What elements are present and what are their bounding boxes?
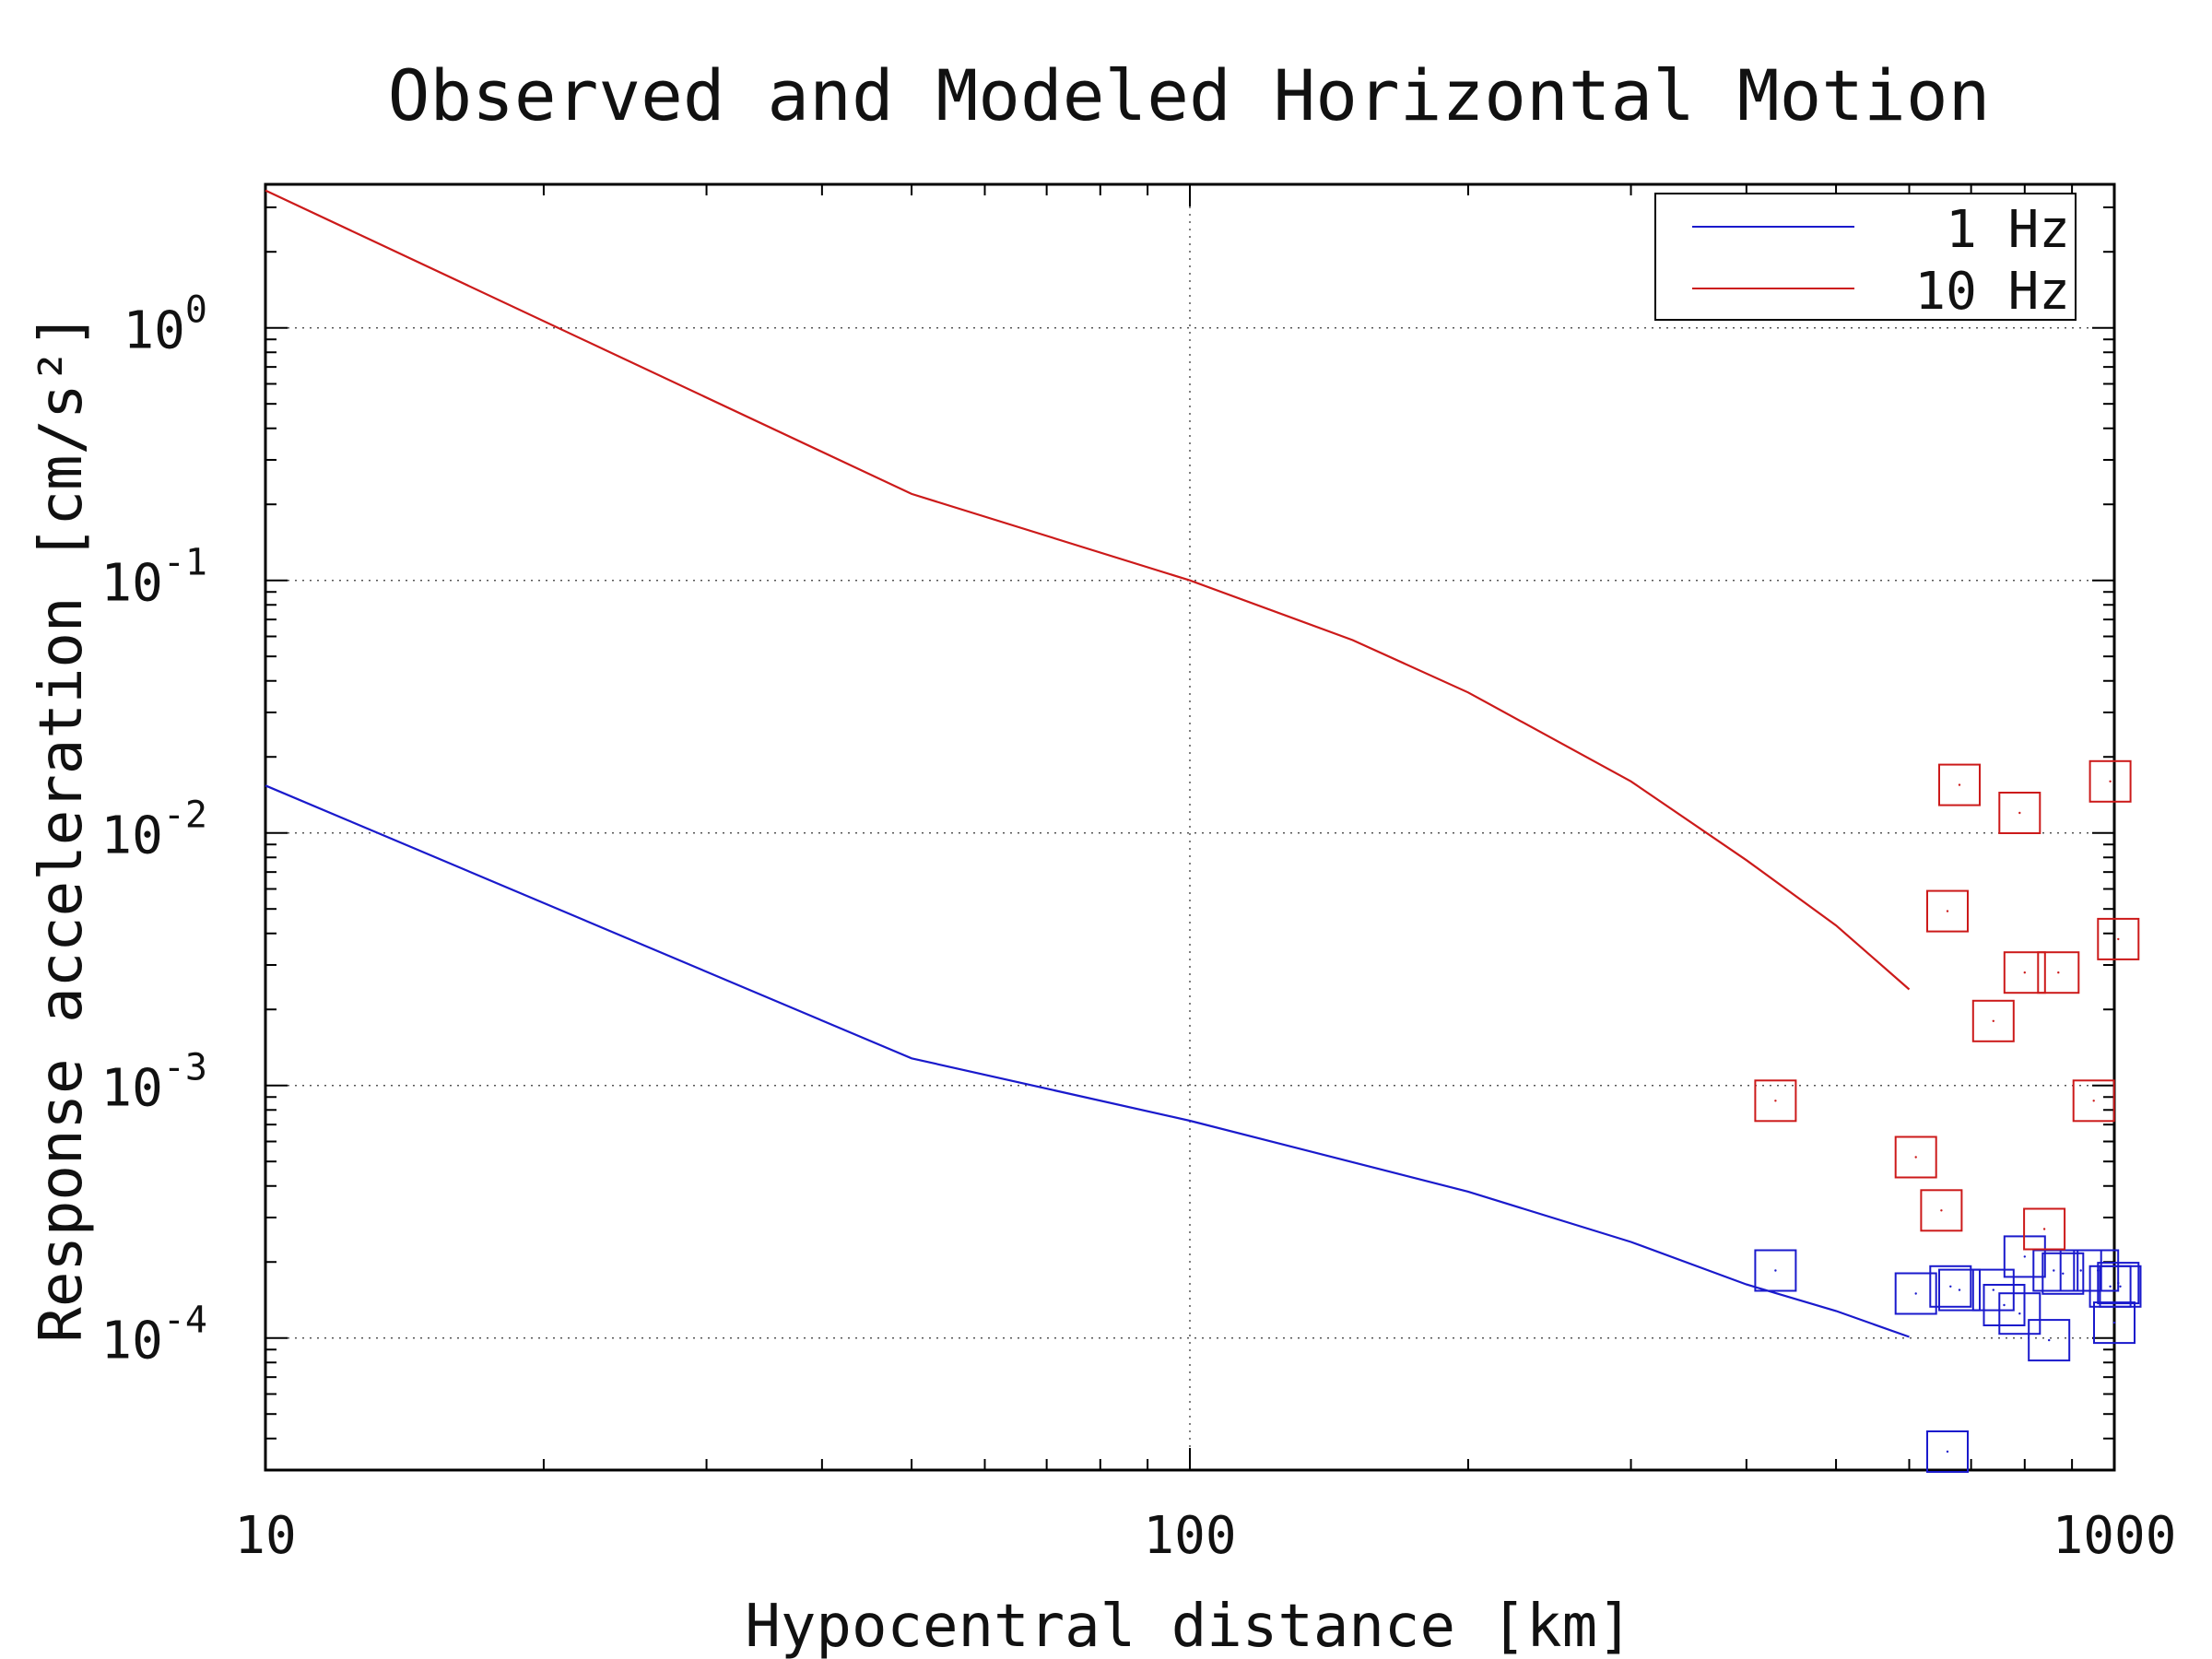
y-tick-label: 10-1 [100,542,207,614]
observed-point-10hz [1926,889,1969,933]
observed-point-10hz [2023,1207,2066,1251]
chart-title: Observed and Modeled Horizontal Motion [388,54,1991,136]
observed-point-center-10hz [2109,780,2112,782]
observed-point-center-1hz [1949,1285,1952,1288]
observed-point-center-1hz [2048,1338,2051,1342]
observed-point-1hz [2099,1265,2142,1308]
observed-point-10hz [1894,1135,1937,1179]
observed-point-center-10hz [1946,910,1949,912]
model-line-1hz [265,784,1910,1338]
y-axis-label: Response acceleration [cm/s²] [28,312,96,1342]
y-tick-label: 10-4 [100,1300,207,1371]
observed-point-10hz [1971,999,2015,1042]
observed-point-center-1hz [2023,1255,2026,1258]
observed-point-1hz [1938,1268,1981,1312]
observed-point-10hz [1754,1079,1797,1123]
x-tick-label: 100 [1143,1506,1236,1566]
observed-point-10hz [1998,792,2041,834]
observed-point-1hz [1983,1284,2026,1326]
x-tick-label: 1000 [2053,1506,2177,1566]
observed-point-10hz [2003,951,2046,994]
observed-point-center-10hz [2117,937,2120,941]
observed-point-1hz [2097,1262,2140,1305]
x-tick-label: 10 [234,1506,296,1566]
observed-point-center-10hz [1992,1019,1994,1023]
observed-point-center-1hz [2109,1285,2112,1288]
legend-label-10hz: 10 Hz [1914,262,2070,322]
observed-point-center-1hz [1914,1292,1917,1295]
plot-frame [264,182,2116,1472]
legend: 1 Hz 10 Hz [1654,193,2077,322]
observed-point-10hz [1938,763,1981,806]
x-axis-label: Hypocentral distance [km] [745,1593,1632,1659]
observed-point-center-1hz [1774,1269,1777,1272]
model-line-10hz [265,189,1911,991]
observed-point-10hz [2072,1079,2115,1123]
y-tick-label: 10-2 [100,794,207,866]
observed-point-center-10hz [2042,1228,2046,1230]
legend-box [1654,193,2077,321]
observed-point-1hz [1971,1268,2015,1312]
observed-point-center-1hz [2018,1312,2021,1315]
observed-point-center-1hz [1958,1288,1961,1291]
observed-point-1hz [1998,1292,2041,1335]
observed-point-center-1hz [1992,1288,1994,1291]
observed-point-center-10hz [2023,971,2026,974]
observed-point-center-10hz [2057,971,2060,974]
y-tick-label: 100 [123,289,207,361]
observed-point-center-1hz [2119,1285,2122,1288]
observed-point-1hz [1754,1249,1797,1292]
observed-point-1hz [1929,1265,1972,1308]
x-tick-labels: 10 100 1000 [234,1506,2176,1566]
observed-point-center-10hz [2092,1100,2095,1102]
observed-point-center-10hz [2018,811,2021,815]
observed-point-center-10hz [1774,1100,1777,1102]
observed-point-center-1hz [2079,1269,2082,1272]
observed-point-1hz [2041,1252,2085,1295]
observed-point-10hz [1920,1189,1963,1232]
observed-point-1hz [1926,1430,1969,1473]
observed-point-1hz [1894,1272,1937,1315]
observed-point-10hz [2088,759,2132,803]
y-tick-label: 10-3 [100,1047,207,1119]
observed-point-center-10hz [1914,1156,1917,1159]
observed-point-10hz [2037,951,2080,994]
observed-point-center-1hz [2062,1272,2065,1276]
series-lines [265,189,1911,1338]
observed-point-center-10hz [1958,783,1961,786]
observed-point-center-1hz [1946,1450,1949,1453]
observed-point-1hz [2028,1319,2071,1362]
observed-point-center-1hz [2112,1321,2116,1324]
legend-label-1hz: 1 Hz [1946,200,2070,260]
observed-point-center-10hz [1940,1209,1943,1212]
observed-point-center-1hz [2053,1269,2055,1272]
y-tick-labels: 100 10-1 10-2 10-3 10-4 [100,289,207,1371]
observed-point-center-1hz [2117,1281,2120,1285]
observed-points [1754,759,2142,1473]
observed-point-center-1hz [2003,1303,2006,1307]
observed-point-10hz [2097,917,2140,960]
grid-lines [265,184,2114,1470]
